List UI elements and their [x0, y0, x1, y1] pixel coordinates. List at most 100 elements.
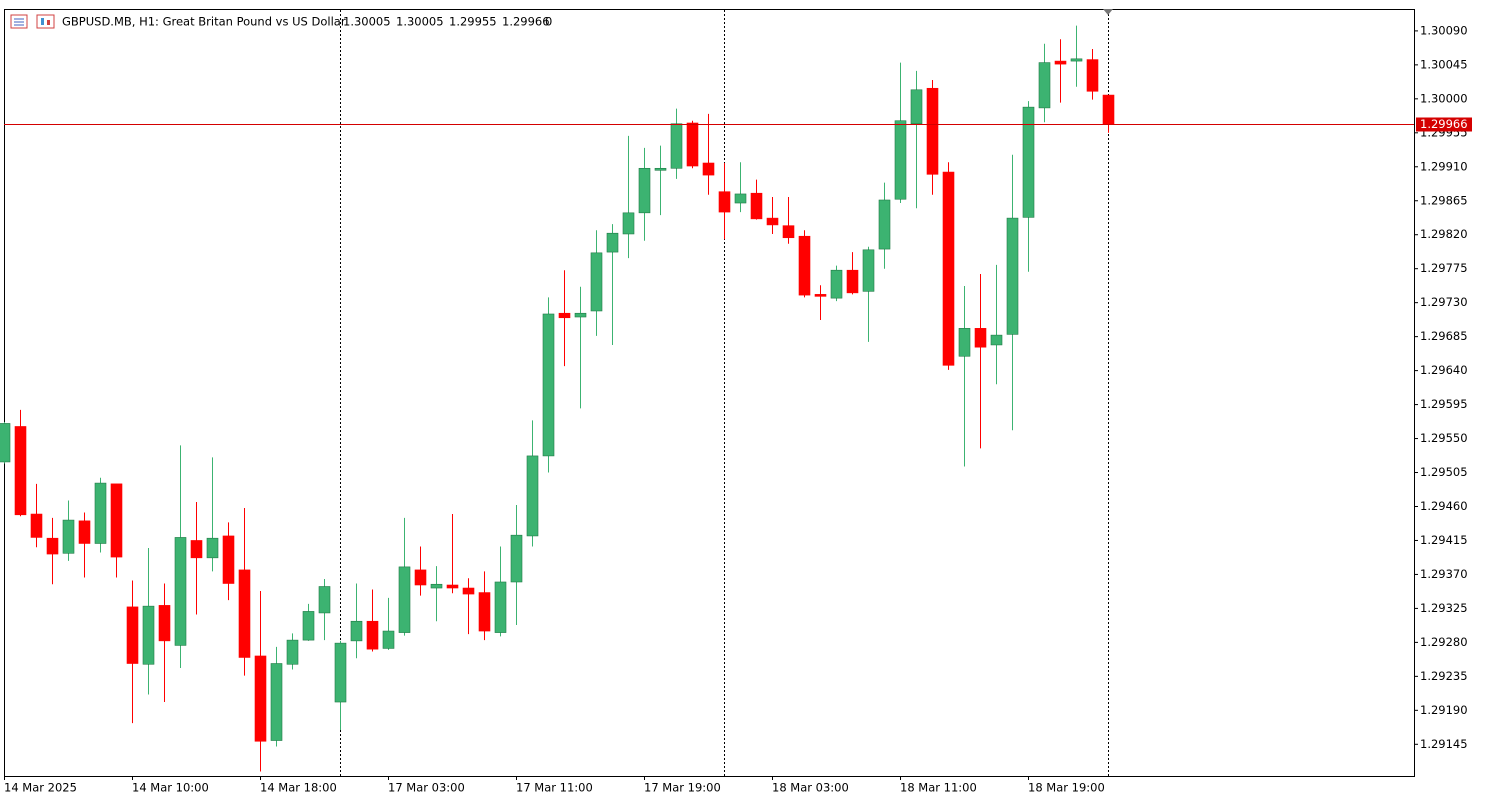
- candle-body: [830, 269, 843, 299]
- candle-body: [974, 328, 987, 348]
- y-tick-label: 1.30090: [1420, 23, 1468, 37]
- candle-body: [782, 225, 795, 239]
- candle-body: [174, 537, 187, 646]
- symbol-icons: [10, 14, 55, 29]
- candle-body: [366, 620, 379, 650]
- y-tick-label: 1.29415: [1420, 533, 1468, 547]
- candle-body: [270, 663, 283, 741]
- candle-body: [846, 269, 859, 294]
- candle-body: [894, 120, 907, 200]
- candle-body: [286, 639, 299, 665]
- candle-body: [334, 642, 347, 703]
- y-tick-label: 1.29280: [1420, 635, 1468, 649]
- candle-body: [606, 232, 619, 253]
- candle-body: [30, 513, 43, 538]
- symbol-title: GBPUSD.MB, H1: Great Britan Pound vs US …: [62, 15, 346, 29]
- candle-body: [926, 87, 939, 175]
- y-tick-label: 1.30000: [1420, 91, 1468, 105]
- candle-body: [62, 519, 75, 554]
- candle-body: [1022, 106, 1035, 218]
- candle-body: [190, 540, 203, 559]
- y-tick-label: 1.29505: [1420, 465, 1468, 479]
- candle-body: [1038, 62, 1051, 109]
- candle-body: [718, 191, 731, 213]
- candle-body: [990, 334, 1003, 346]
- candle-body: [46, 537, 59, 555]
- candle-body: [494, 581, 507, 633]
- candle-body: [654, 167, 667, 171]
- candle-body: [382, 630, 395, 649]
- candle-body: [254, 655, 267, 742]
- candle-body: [590, 252, 603, 312]
- candle-body: [910, 89, 923, 125]
- candle-body: [446, 584, 459, 589]
- ohlc-high: 1.30005: [396, 15, 444, 29]
- icon: [47, 20, 50, 25]
- candle-body: [1054, 60, 1067, 65]
- candle-body: [206, 537, 219, 559]
- current-price-label: 1.29966: [1420, 117, 1468, 131]
- y-tick-label: 1.29235: [1420, 669, 1468, 683]
- candle-body: [430, 583, 443, 589]
- candle-body: [1102, 94, 1115, 125]
- candle-body: [1006, 217, 1019, 335]
- candle-body: [318, 586, 331, 614]
- candle-body: [686, 122, 699, 167]
- candle-body: [414, 569, 427, 586]
- candle-body: [526, 455, 539, 537]
- y-tick-label: 1.29865: [1420, 193, 1468, 207]
- candle-body: [158, 605, 171, 642]
- x-tick-label: 14 Mar 10:00: [132, 781, 209, 795]
- candle-body: [766, 217, 779, 226]
- y-tick-label: 1.29460: [1420, 499, 1468, 513]
- y-tick-label: 1.29775: [1420, 261, 1468, 275]
- ohlc-close: 1.29966: [502, 15, 550, 29]
- ohlc-open: 1.30005: [343, 15, 391, 29]
- candle-body: [142, 605, 155, 665]
- candle-body: [478, 592, 491, 632]
- y-tick-label: 1.29730: [1420, 295, 1468, 309]
- candle-body: [222, 535, 235, 584]
- y-tick-label: 1.29910: [1420, 159, 1468, 173]
- icon: [36, 14, 55, 29]
- icon: [41, 18, 44, 25]
- candle-body: [126, 606, 139, 664]
- candle-body: [78, 520, 91, 544]
- candle-body: [350, 620, 363, 642]
- current-price-box: [1416, 117, 1472, 132]
- candle-body: [734, 193, 747, 204]
- y-tick-label: 1.29595: [1420, 397, 1468, 411]
- candle-body: [670, 123, 683, 169]
- y-tick-label: 1.29820: [1420, 227, 1468, 241]
- x-tick-label: 17 Mar 19:00: [644, 781, 721, 795]
- candle-body: [510, 534, 523, 583]
- candle-body: [462, 587, 475, 595]
- volume: 0: [545, 15, 552, 29]
- shift-marker: [1103, 9, 1113, 15]
- candle-body: [1070, 58, 1083, 62]
- y-tick-label: 1.30045: [1420, 57, 1468, 71]
- x-tick-label: 14 Mar 2025: [4, 781, 77, 795]
- y-tick-label: 1.29685: [1420, 329, 1468, 343]
- candle-body: [238, 569, 251, 658]
- ohlc-low: 1.29955: [449, 15, 497, 29]
- candle-body: [814, 294, 827, 297]
- y-tick-label: 1.29325: [1420, 601, 1468, 615]
- x-tick-label: 17 Mar 11:00: [516, 781, 593, 795]
- candle-body: [958, 328, 971, 357]
- y-tick-label: 1.29190: [1420, 703, 1468, 717]
- x-tick-label: 18 Mar 11:00: [900, 781, 977, 795]
- candle-body: [94, 482, 107, 544]
- candle-body: [862, 249, 875, 292]
- y-tick-label: 1.29640: [1420, 363, 1468, 377]
- candle-body: [558, 312, 571, 319]
- candle-body: [0, 423, 11, 463]
- candle-body: [798, 235, 811, 296]
- candle-body: [750, 192, 763, 220]
- candle-body: [638, 167, 651, 214]
- y-tick-label: 1.29550: [1420, 431, 1468, 445]
- candle-body: [398, 566, 411, 633]
- candle-body: [1086, 59, 1099, 92]
